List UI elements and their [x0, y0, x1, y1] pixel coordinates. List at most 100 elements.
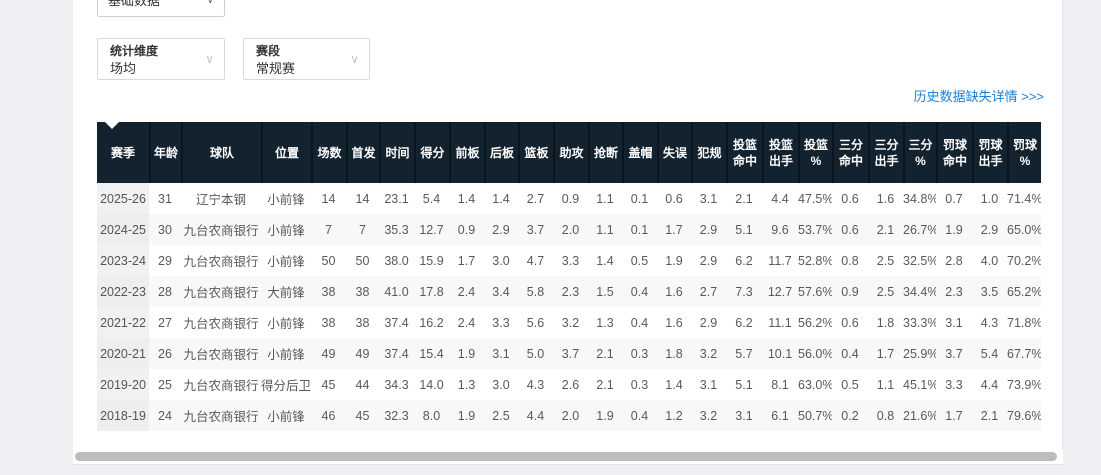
table-cell: 33.3%: [903, 307, 936, 338]
table-cell: 4.3: [518, 369, 553, 400]
horizontal-scrollbar-thumb[interactable]: [75, 452, 1057, 461]
table-cell: 1.4: [449, 183, 484, 214]
table-cell: 45.1%: [903, 369, 936, 400]
phase-dropdown[interactable]: 赛段 常规赛 ∨: [243, 38, 370, 80]
table-cell: 3.4: [484, 276, 518, 307]
table-cell: 57.6%: [798, 276, 832, 307]
table-cell: 27: [149, 307, 181, 338]
table-cell: 0.3: [622, 338, 657, 369]
table-cell: 8.0: [414, 400, 449, 431]
table-cell: 5.0: [518, 338, 553, 369]
table-cell: 2.7: [518, 183, 553, 214]
table-cell: 0.7: [936, 183, 972, 214]
table-cell: 0.4: [622, 400, 657, 431]
table-cell: 0.9: [553, 183, 588, 214]
table-cell: 1.6: [657, 307, 691, 338]
table-cell: 14.0: [414, 369, 449, 400]
table-cell: 2.9: [972, 214, 1007, 245]
table-cell: 0.6: [832, 183, 868, 214]
table-cell: 14: [346, 183, 379, 214]
table-cell: 2.6: [553, 369, 588, 400]
column-header[interactable]: 罚球 命中: [936, 122, 972, 183]
table-cell: 65.0%: [1007, 214, 1041, 245]
stat-dimension-dropdown[interactable]: 统计维度 场均 ∨: [97, 38, 225, 80]
table-cell: 0.2: [832, 400, 868, 431]
column-header[interactable]: 得分: [414, 122, 449, 183]
column-header[interactable]: 抢断: [588, 122, 622, 183]
phase-label: 赛段: [256, 44, 281, 58]
table-cell: 1.9: [588, 400, 622, 431]
history-missing-data-link[interactable]: 历史数据缺失详情 >>>: [913, 89, 1044, 104]
column-header[interactable]: 助攻: [553, 122, 588, 183]
table-cell: 1.7: [449, 245, 484, 276]
column-header[interactable]: 前板: [449, 122, 484, 183]
table-row: 2019-20 25 九台农商银行 得分后卫 45 44 34.3 14.0 1.3 3.0 4.3…: [97, 369, 1041, 400]
column-header[interactable]: 三分 出手: [868, 122, 903, 183]
data-type-dropdown[interactable]: 基础数据 ∨: [97, 0, 225, 17]
column-header[interactable]: 犯规: [691, 122, 726, 183]
column-header[interactable]: 罚球 出手: [972, 122, 1007, 183]
column-header[interactable]: 年龄: [149, 122, 181, 183]
table-cell: 2020-21: [97, 338, 149, 369]
table-cell: 九台农商银行: [181, 214, 261, 245]
table-cell: 小前锋: [261, 338, 311, 369]
table-cell: 1.2: [657, 400, 691, 431]
chevron-down-icon: ∨: [205, 52, 214, 66]
column-header[interactable]: 三分 命中: [832, 122, 868, 183]
table-cell: 2.4: [449, 276, 484, 307]
table-cell: 71.8%: [1007, 307, 1041, 338]
table-cell: 0.6: [657, 183, 691, 214]
table-row: 2024-25 30 九台农商银行 小前锋 7 7 35.3 12.7 0.9 2.9 3.7 2.0…: [97, 214, 1041, 245]
table-cell: 小前锋: [261, 400, 311, 431]
table-cell: 56.0%: [798, 338, 832, 369]
table-cell: 2025-26: [97, 183, 149, 214]
table-cell: 1.8: [657, 338, 691, 369]
column-header[interactable]: 盖帽: [622, 122, 657, 183]
column-header[interactable]: 投篮 出手: [762, 122, 798, 183]
table-cell: 3.3: [484, 307, 518, 338]
column-header[interactable]: 赛季: [97, 122, 149, 183]
table-cell: 0.9: [832, 276, 868, 307]
table-cell: 32.3: [379, 400, 414, 431]
table-cell: 11.1: [762, 307, 798, 338]
column-header[interactable]: 三分 %: [903, 122, 936, 183]
table-cell: 4.4: [762, 183, 798, 214]
column-header[interactable]: 投篮 %: [798, 122, 832, 183]
column-header[interactable]: 投篮 命中: [726, 122, 762, 183]
table-cell: 0.1: [622, 183, 657, 214]
table-cell: 0.4: [622, 307, 657, 338]
table-cell: 3.1: [691, 369, 726, 400]
column-header[interactable]: 首发: [346, 122, 379, 183]
table-cell: 3.2: [691, 400, 726, 431]
column-header[interactable]: 后板: [484, 122, 518, 183]
table-cell: 49: [346, 338, 379, 369]
table-cell: 38: [346, 276, 379, 307]
table-row: 2023-24 29 九台农商银行 小前锋 50 50 38.0 15.9 1.7 3.0 4.7 3…: [97, 245, 1041, 276]
table-cell: 3.3: [936, 369, 972, 400]
table-cell: 12.7: [414, 214, 449, 245]
content-card: 基础数据 ∨ 统计维度 场均 ∨ 赛段 常规赛 ∨ 历史数据缺失详情 >>> 赛…: [73, 0, 1063, 465]
column-header[interactable]: 球队: [181, 122, 261, 183]
column-header[interactable]: 时间: [379, 122, 414, 183]
table-cell: 小前锋: [261, 245, 311, 276]
table-cell: 九台农商银行: [181, 307, 261, 338]
table-cell: 0.3: [622, 369, 657, 400]
horizontal-scrollbar-track[interactable]: [73, 450, 1063, 464]
table-cell: 5.6: [518, 307, 553, 338]
table-cell: 6.2: [726, 307, 762, 338]
table-cell: 56.2%: [798, 307, 832, 338]
table-cell: 26: [149, 338, 181, 369]
column-header[interactable]: 位置: [261, 122, 311, 183]
column-header[interactable]: 失误: [657, 122, 691, 183]
table-cell: 2.7: [691, 276, 726, 307]
column-header[interactable]: 场数: [311, 122, 346, 183]
table-cell: 53.7%: [798, 214, 832, 245]
column-header[interactable]: 罚球 %: [1007, 122, 1041, 183]
table-cell: 38: [346, 307, 379, 338]
table-cell: 3.1: [484, 338, 518, 369]
table-cell: 63.0%: [798, 369, 832, 400]
table-cell: 25: [149, 369, 181, 400]
table-body: 2025-26 31 辽宁本钢 小前锋 14 14 23.1 5.4 1.4 1.4 2.7 0.9 1…: [97, 183, 1041, 431]
table-cell: 34.3: [379, 369, 414, 400]
column-header[interactable]: 篮板: [518, 122, 553, 183]
